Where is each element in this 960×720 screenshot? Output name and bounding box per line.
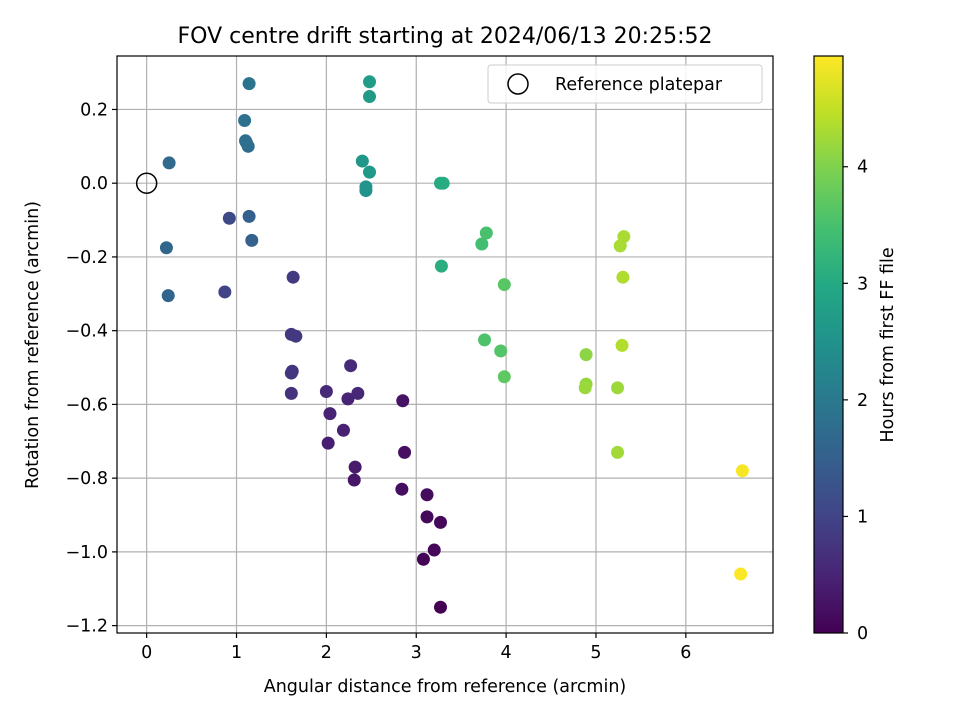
data-point — [336, 423, 350, 437]
data-point — [427, 543, 441, 557]
data-point — [398, 445, 412, 459]
y-tick-label: 0.0 — [80, 174, 108, 194]
y-axis-ticks: 0.2 0.0 −0.2 −0.4 −0.6 −0.8 −1.0 −1.2 — [66, 100, 117, 637]
colorbar-tick-label: 3 — [857, 274, 868, 294]
colorbar-ticks: 0 1 2 3 4 — [843, 158, 868, 644]
data-point — [615, 338, 629, 352]
data-point — [420, 488, 434, 502]
data-point — [494, 344, 508, 358]
y-tick-label: −1.0 — [66, 543, 109, 563]
data-point — [159, 241, 173, 255]
data-point — [396, 394, 410, 408]
x-tick-label: 5 — [590, 643, 601, 663]
scatter-series — [159, 75, 749, 614]
data-point — [416, 552, 430, 566]
data-point — [478, 333, 492, 347]
colorbar-gradient — [813, 55, 844, 634]
x-axis-label: Angular distance from reference (arcmin) — [264, 677, 627, 697]
chart-title: FOV centre drift starting at 2024/06/13 … — [178, 24, 713, 49]
data-point — [284, 386, 298, 400]
data-point — [497, 278, 511, 292]
y-tick-label: −0.8 — [66, 469, 109, 489]
data-point — [161, 289, 175, 303]
y-tick-label: −1.2 — [66, 617, 109, 637]
y-tick-label: 0.2 — [80, 100, 108, 120]
data-point — [420, 510, 434, 524]
data-point — [395, 482, 409, 496]
data-point — [355, 154, 369, 168]
legend: Reference platepar — [487, 64, 763, 104]
data-point — [218, 285, 232, 299]
data-point — [359, 180, 373, 194]
data-point — [245, 233, 259, 247]
colorbar-tick-label: 4 — [857, 158, 868, 178]
data-point — [475, 237, 489, 251]
data-point — [363, 90, 377, 104]
data-point — [617, 230, 631, 244]
x-tick-label: 0 — [141, 643, 152, 663]
colorbar-tick-label: 1 — [857, 507, 868, 527]
data-point — [436, 176, 450, 190]
data-point — [319, 385, 333, 399]
x-tick-label: 4 — [501, 643, 512, 663]
x-axis-ticks: 0 1 2 3 4 5 6 — [141, 633, 691, 663]
y-tick-label: −0.2 — [66, 248, 109, 268]
legend-entry-label: Reference platepar — [555, 75, 723, 95]
data-point — [479, 226, 493, 240]
data-point — [242, 77, 256, 91]
data-point — [344, 359, 358, 373]
legend-marker-icon — [507, 73, 529, 95]
x-tick-label: 1 — [231, 643, 242, 663]
data-point — [434, 515, 448, 529]
data-point — [222, 211, 236, 225]
reference-platepar-marker — [135, 172, 158, 194]
x-tick-label: 3 — [411, 643, 422, 663]
data-point — [341, 392, 355, 406]
data-point — [348, 460, 362, 474]
colorbar-label: Hours from first FF file — [878, 247, 898, 442]
data-point — [239, 136, 253, 150]
data-point — [734, 567, 748, 581]
data-point — [611, 445, 625, 459]
y-tick-label: −0.6 — [66, 395, 109, 415]
data-point — [611, 381, 625, 395]
data-point — [363, 75, 377, 89]
colorbar: 0 1 2 3 4 Hours from first FF file — [813, 55, 898, 644]
data-point — [434, 259, 448, 273]
x-tick-label: 2 — [321, 643, 332, 663]
data-point — [347, 473, 361, 487]
x-tick-label: 6 — [680, 643, 691, 663]
colorbar-tick-label: 0 — [857, 624, 868, 644]
y-tick-label: −0.4 — [66, 322, 109, 342]
colorbar-tick-label: 2 — [857, 391, 868, 411]
data-point — [735, 464, 749, 478]
data-point — [497, 370, 511, 384]
data-point — [616, 270, 630, 284]
plot-frame — [116, 55, 774, 634]
data-point — [162, 156, 176, 170]
data-point — [242, 209, 256, 223]
grid — [117, 56, 773, 633]
y-axis-label: Rotation from reference (arcmin) — [23, 201, 43, 489]
data-point — [434, 600, 448, 614]
data-point — [286, 270, 300, 284]
data-point — [323, 407, 337, 421]
data-point — [238, 114, 252, 128]
legend-box — [487, 64, 763, 104]
data-point — [285, 364, 299, 378]
data-point — [289, 329, 303, 343]
data-point — [321, 436, 335, 450]
data-point — [578, 381, 592, 395]
data-point — [351, 386, 365, 400]
data-point — [363, 165, 377, 179]
data-point — [579, 348, 593, 362]
